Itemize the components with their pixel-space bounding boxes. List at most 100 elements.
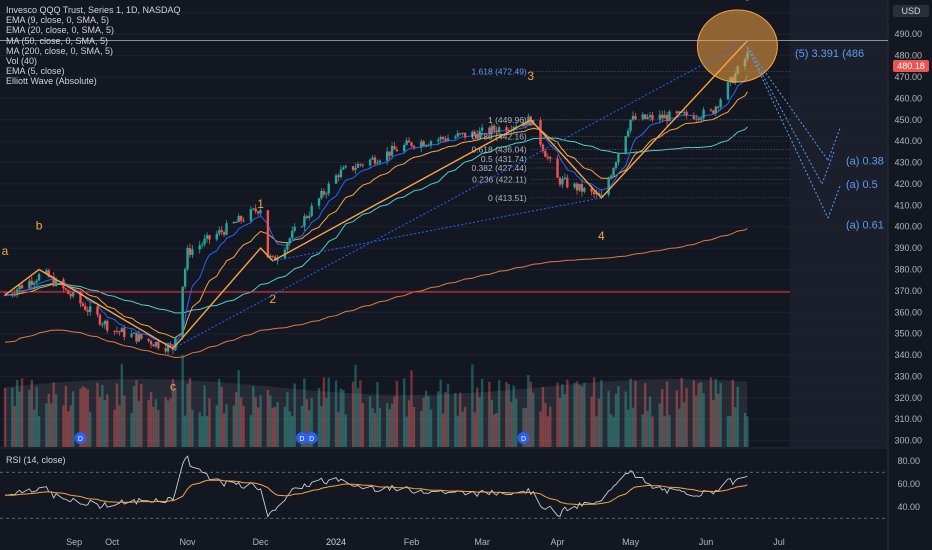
volume-bar bbox=[79, 388, 82, 447]
time-tick-label: Nov bbox=[180, 537, 197, 547]
volume-bar bbox=[222, 413, 226, 447]
candle-body bbox=[259, 210, 262, 214]
legend-ema20[interactable]: EMA (20, close, 0, SMA, 5) bbox=[6, 25, 115, 36]
volume-bar bbox=[186, 383, 189, 447]
candle-body bbox=[203, 238, 206, 245]
volume-bar bbox=[444, 391, 447, 447]
candle-body bbox=[473, 131, 476, 134]
volume-bar bbox=[52, 382, 55, 447]
volume-bar bbox=[149, 392, 153, 447]
projection-rebound bbox=[827, 185, 841, 219]
candle-body bbox=[675, 111, 679, 114]
volume-bar bbox=[495, 412, 498, 447]
candle-body bbox=[385, 151, 389, 161]
candle-body bbox=[118, 331, 121, 333]
volume-bar bbox=[3, 388, 7, 447]
volume-bar bbox=[471, 364, 474, 447]
candle-body bbox=[524, 122, 528, 126]
wave-label-b: b bbox=[36, 218, 43, 232]
projection-rebound bbox=[821, 151, 835, 185]
volume-bar bbox=[235, 392, 238, 447]
volume-bar bbox=[456, 415, 459, 447]
volume-bar bbox=[64, 385, 68, 447]
candle-body bbox=[412, 146, 416, 148]
volume-bar bbox=[154, 399, 158, 447]
volume-bar bbox=[54, 394, 58, 447]
legend-ma50[interactable]: MA (50, close, 0, SMA, 5) bbox=[6, 35, 109, 46]
legend-ema9[interactable]: EMA (9, close, 0, SMA, 5) bbox=[6, 15, 110, 26]
projection-label: (a) 0.5 bbox=[846, 179, 878, 191]
candle-body bbox=[597, 193, 601, 195]
projection-zone bbox=[790, 0, 888, 447]
rsi-line bbox=[4, 455, 748, 518]
volume-bar bbox=[563, 394, 567, 447]
volume-bar bbox=[424, 390, 428, 447]
volume-bar bbox=[271, 407, 274, 447]
volume-bar bbox=[342, 390, 345, 447]
legend-elliott-wave[interactable]: Elliott Wave (Absolute) bbox=[6, 76, 97, 87]
legend-volume[interactable]: Vol (40) bbox=[6, 56, 38, 67]
candle-body bbox=[256, 211, 260, 214]
volume-bar bbox=[556, 382, 559, 447]
candle-body bbox=[33, 282, 36, 285]
candle-body bbox=[140, 334, 143, 339]
dividend-marker-label: D bbox=[521, 436, 526, 443]
candle-body bbox=[458, 133, 462, 135]
volume-bar bbox=[368, 396, 372, 447]
volume-bar bbox=[522, 407, 525, 447]
candle-body bbox=[714, 106, 717, 114]
candle-body bbox=[293, 226, 296, 231]
volume-bar bbox=[595, 416, 598, 447]
rsi-legend[interactable]: RSI (14, close) bbox=[6, 455, 66, 465]
candle-body bbox=[609, 175, 613, 179]
candle-body bbox=[478, 130, 481, 139]
symbol-title[interactable]: Invesco QQQ Trust, Series 1, 1D, NASDAQ bbox=[6, 5, 181, 15]
candle-body bbox=[137, 334, 141, 342]
candle-body bbox=[237, 216, 240, 223]
volume-bar bbox=[300, 406, 304, 447]
candle-body bbox=[456, 133, 459, 137]
volume-bar bbox=[37, 416, 41, 447]
price-tick-label: 330.00 bbox=[894, 371, 922, 381]
candle-body bbox=[205, 235, 209, 239]
volume-bar bbox=[393, 396, 396, 447]
candle-body bbox=[514, 126, 518, 128]
volume-bar bbox=[166, 400, 170, 447]
volume-bar bbox=[692, 380, 696, 447]
candle-body bbox=[69, 293, 72, 297]
candle-body bbox=[658, 114, 661, 120]
candle-body bbox=[361, 164, 365, 166]
ema9-line bbox=[4, 74, 748, 346]
volume-bar bbox=[286, 392, 289, 447]
volume-bar bbox=[410, 370, 413, 447]
volume-bar bbox=[402, 378, 406, 447]
legend-ma200[interactable]: MA (200, close, 0, SMA, 5) bbox=[6, 45, 114, 56]
wave-label-5: 5 bbox=[744, 0, 751, 4]
volume-bar bbox=[123, 395, 126, 447]
candle-body bbox=[651, 115, 654, 120]
candle-body bbox=[191, 249, 194, 255]
candle-body bbox=[410, 142, 413, 147]
volume-bar bbox=[446, 383, 450, 447]
volume-bar bbox=[106, 394, 109, 447]
candle-body bbox=[624, 136, 627, 154]
currency-badge[interactable]: USD bbox=[893, 5, 929, 17]
volume-bar bbox=[191, 409, 194, 447]
price-tick-label: 480.00 bbox=[894, 51, 922, 61]
candle-body bbox=[147, 338, 150, 342]
volume-bar bbox=[152, 406, 155, 447]
ema20-line bbox=[4, 91, 748, 338]
candle-body bbox=[320, 191, 323, 199]
wave-label-c: c bbox=[170, 380, 176, 394]
volume-bar bbox=[407, 400, 411, 447]
legend-ema5[interactable]: EMA (5, close) bbox=[6, 66, 65, 77]
volume-bar bbox=[634, 380, 637, 447]
price-tick-label: 310.00 bbox=[894, 414, 922, 424]
price-tick-label: 370.00 bbox=[894, 286, 922, 296]
dividend-marker bbox=[74, 432, 87, 444]
volume-bar bbox=[71, 391, 75, 447]
price-tick-label: 390.00 bbox=[894, 243, 922, 253]
candle-body bbox=[98, 314, 102, 325]
time-tick-label: 2024 bbox=[326, 537, 346, 547]
